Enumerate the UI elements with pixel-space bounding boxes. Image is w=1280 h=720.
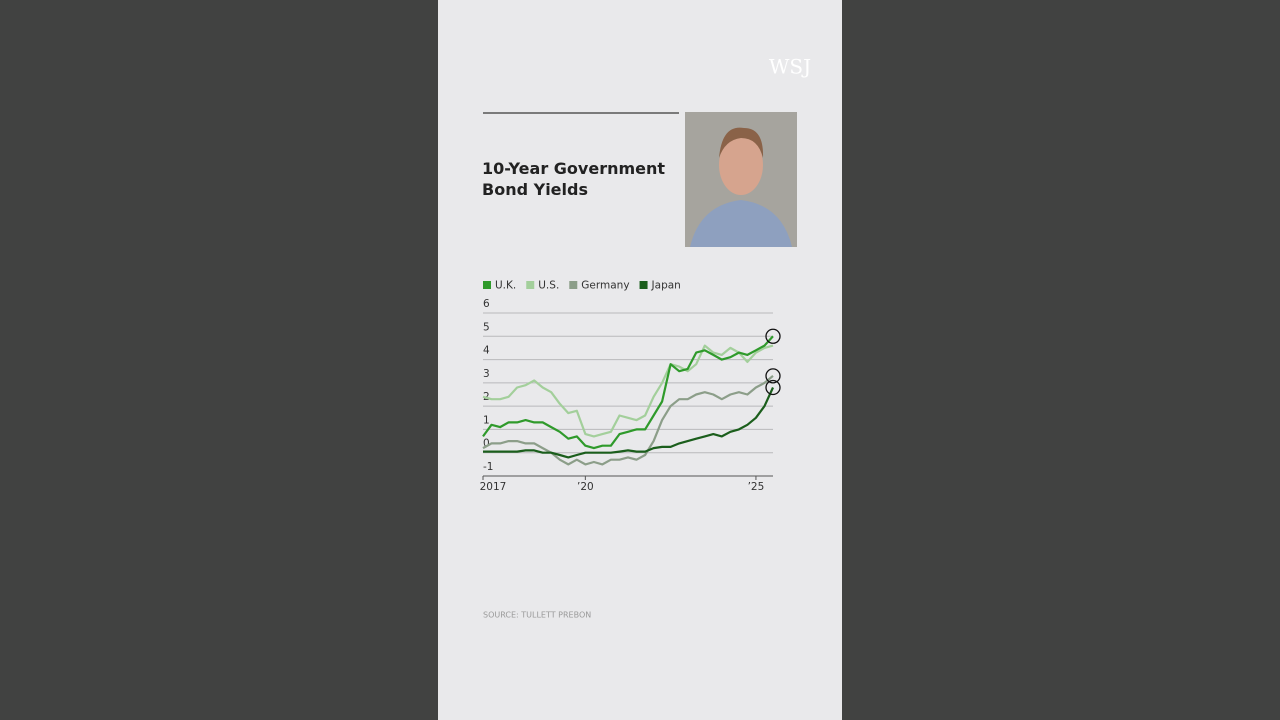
x-tick-label: ’20	[577, 481, 594, 493]
logo: WSJ	[769, 55, 811, 79]
title-box: 10-Year Government Bond Yields	[482, 159, 666, 199]
y-tick-label: 1	[483, 414, 490, 426]
y-tick-label: 6	[483, 298, 490, 310]
source: SOURCE: TULLETT PREBON	[483, 611, 591, 620]
legend-swatch	[526, 281, 535, 289]
y-tick-label: 4	[483, 345, 490, 357]
end-marker	[765, 368, 781, 384]
series-line	[482, 335, 774, 450]
legend: U.K. U.S. Germany Japan	[483, 280, 681, 292]
chart-title: 10-Year Government Bond Yields	[482, 159, 666, 199]
legend-label: U.S.	[538, 280, 559, 292]
blurred-backdrop	[842, 0, 1280, 720]
blurred-backdrop	[0, 0, 438, 720]
legend-swatch	[639, 281, 648, 289]
hair	[719, 127, 764, 158]
legend-label: U.K.	[495, 280, 516, 292]
legend-swatch	[569, 281, 578, 289]
end-marker	[765, 379, 781, 396]
legend-label: Germany	[581, 280, 629, 292]
series-line	[482, 375, 774, 466]
x-tick-label: ’25	[748, 481, 765, 493]
y-tick-label: 0	[483, 438, 490, 450]
legend-label: Japan	[651, 280, 681, 292]
face	[719, 135, 763, 195]
y-tick-label: 5	[483, 321, 490, 333]
series-line	[482, 344, 774, 438]
presenter-photo	[685, 112, 797, 247]
shirt	[690, 200, 792, 247]
legend-swatch	[483, 281, 491, 289]
y-tick-label: -1	[483, 461, 493, 473]
y-tick-label: 3	[483, 368, 490, 380]
end-marker	[765, 328, 781, 344]
x-tick-label: 2017	[480, 481, 507, 493]
series-line	[483, 387, 775, 459]
